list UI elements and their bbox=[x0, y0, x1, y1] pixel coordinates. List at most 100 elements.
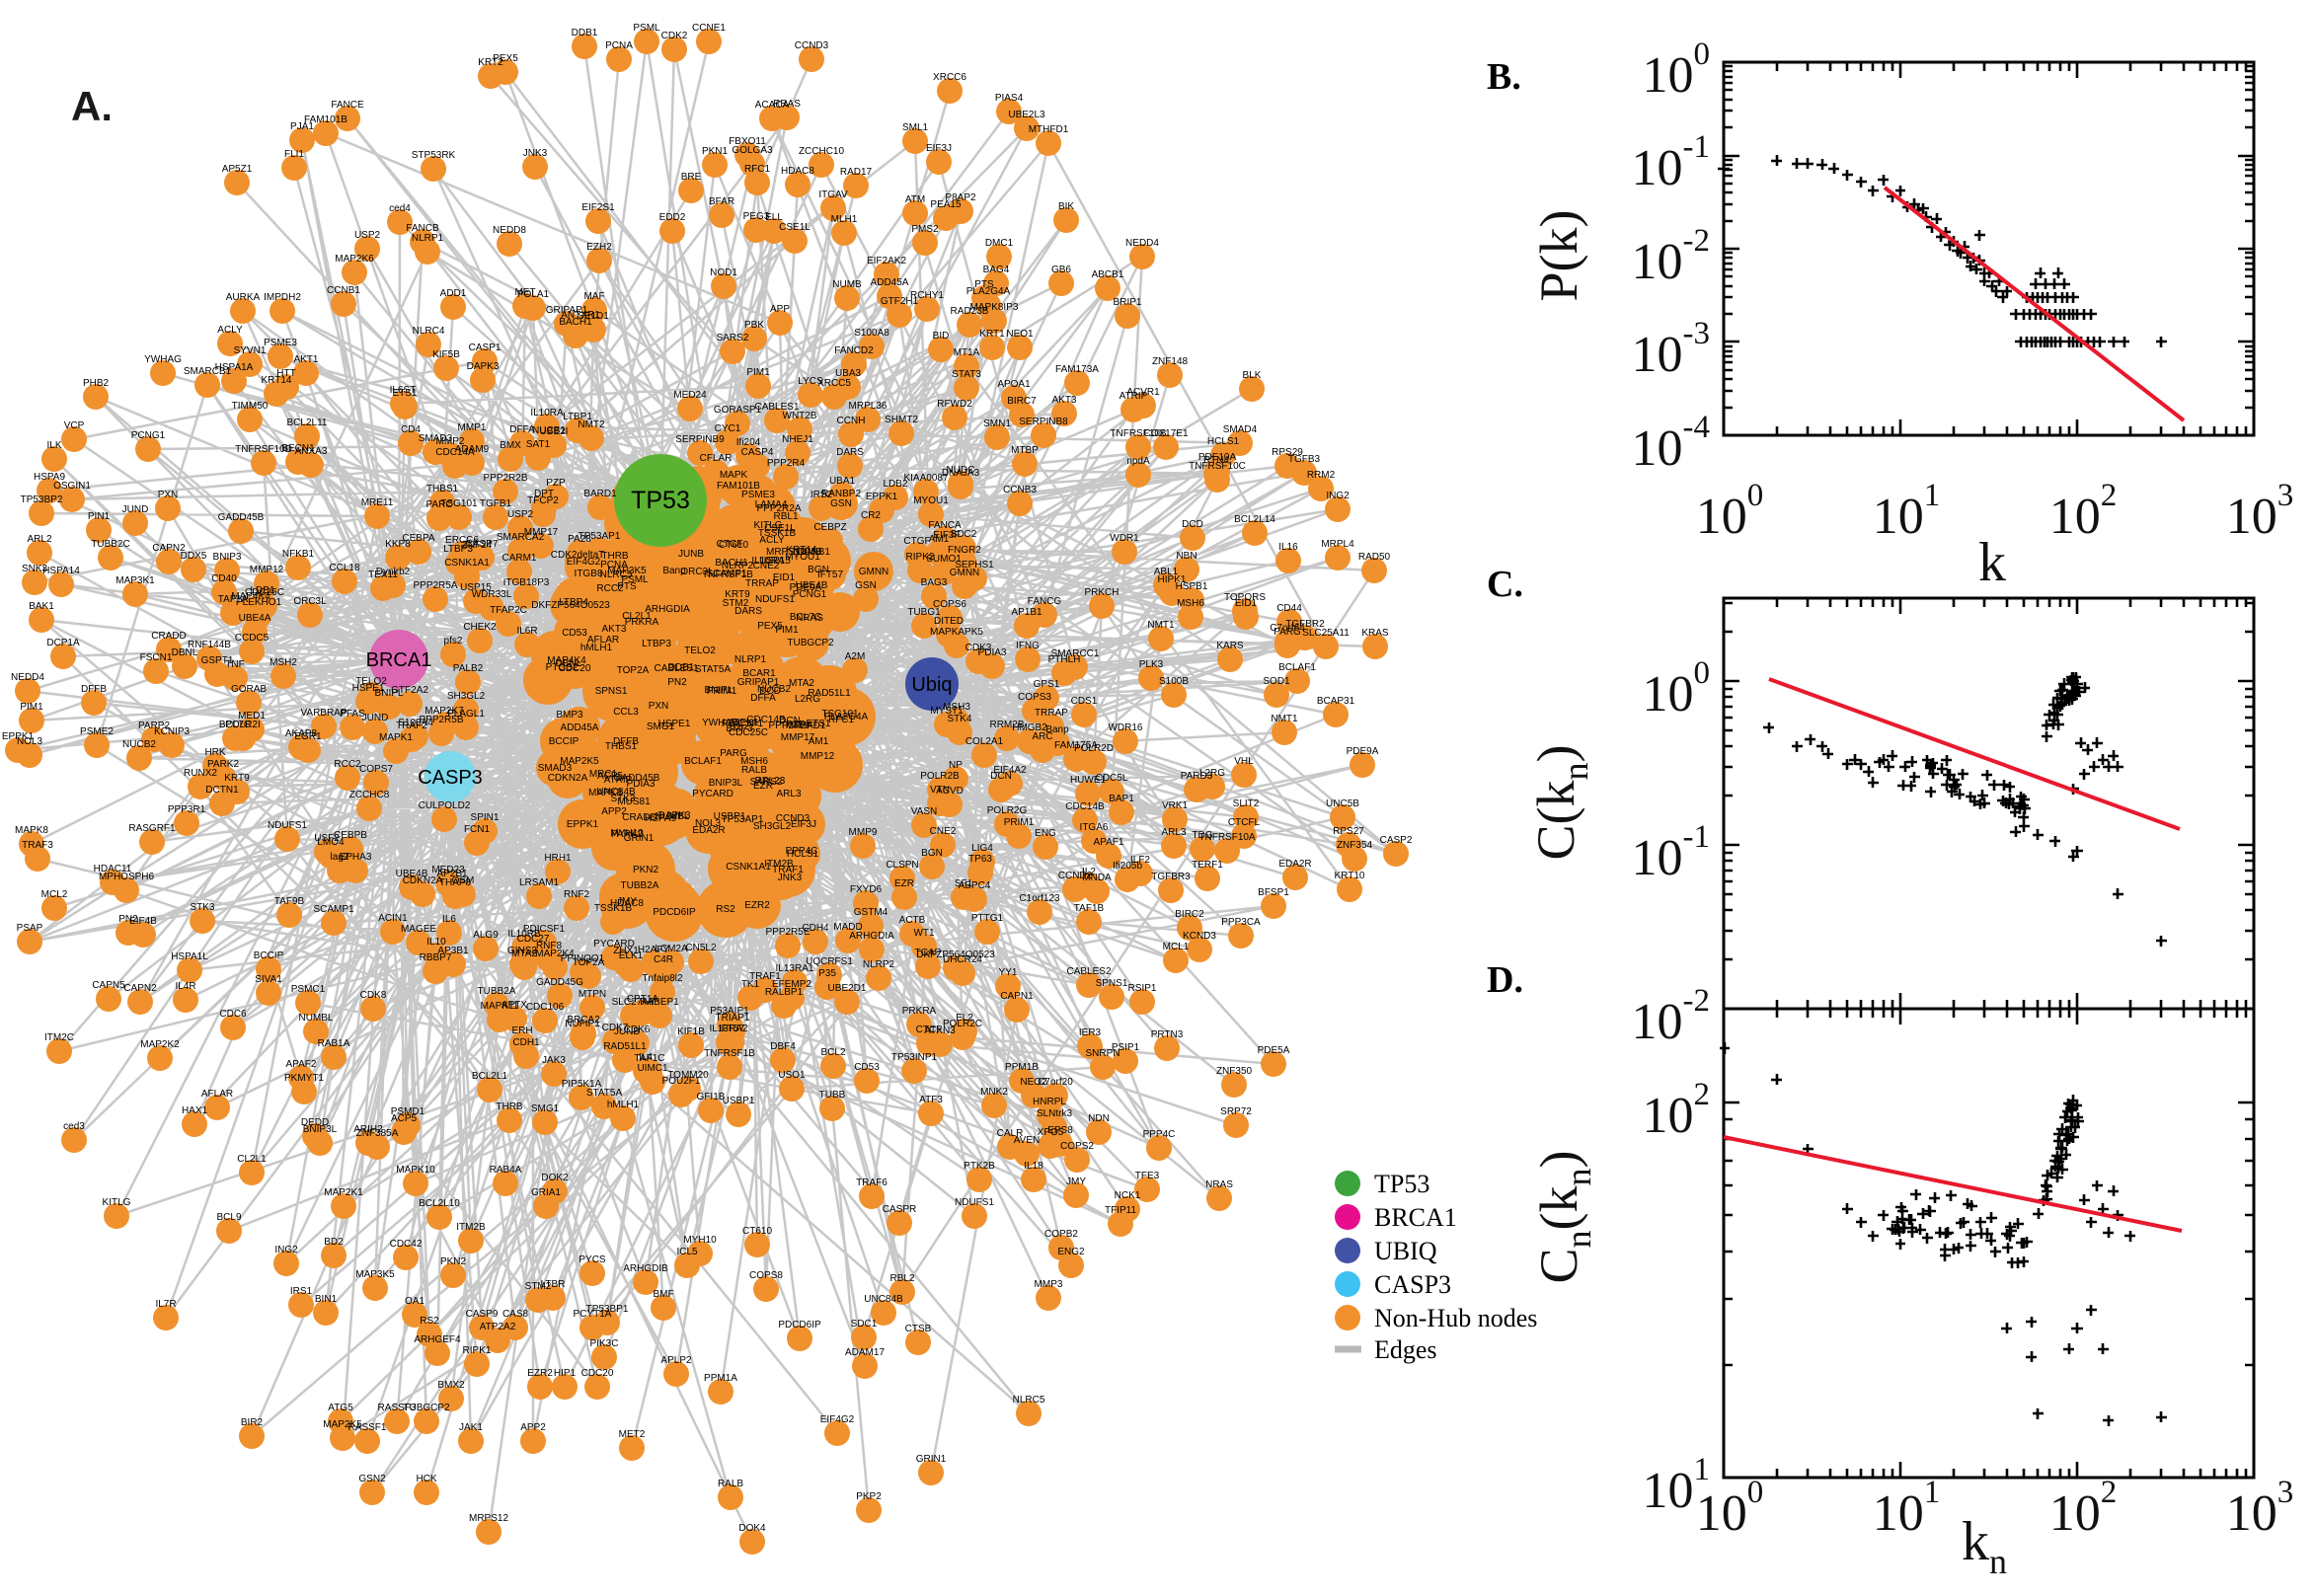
svg-text:XRCC5: XRCC5 bbox=[817, 378, 851, 389]
svg-text:PKMYT1: PKMYT1 bbox=[284, 1073, 324, 1084]
svg-text:SMG1: SMG1 bbox=[531, 1103, 560, 1114]
svg-text:BIN1: BIN1 bbox=[315, 1294, 338, 1305]
svg-text:PSME2: PSME2 bbox=[80, 726, 114, 737]
svg-text:TRRAP: TRRAP bbox=[745, 578, 779, 589]
svg-text:BNIPL: BNIPL bbox=[705, 685, 733, 696]
svg-text:CDC25C: CDC25C bbox=[245, 587, 284, 598]
svg-text:TFAP2C: TFAP2C bbox=[490, 605, 527, 616]
svg-text:SARS2: SARS2 bbox=[717, 333, 749, 343]
svg-text:PPP2R2A: PPP2R2A bbox=[768, 721, 812, 731]
svg-text:CSNK1A1: CSNK1A1 bbox=[444, 558, 490, 569]
svg-text:CASP4: CASP4 bbox=[741, 447, 774, 458]
svg-text:ACIN1: ACIN1 bbox=[378, 913, 408, 924]
svg-text:PPP3R1: PPP3R1 bbox=[168, 804, 206, 815]
svg-text:LYCS: LYCS bbox=[798, 376, 823, 387]
svg-text:COPS7: COPS7 bbox=[359, 764, 393, 775]
svg-text:HSPA9: HSPA9 bbox=[645, 813, 676, 824]
svg-text:GSTM4: GSTM4 bbox=[854, 907, 888, 918]
svg-text:PDE5A: PDE5A bbox=[1258, 1045, 1290, 1056]
svg-text:BRCA1: BRCA1 bbox=[1374, 1203, 1457, 1232]
svg-text:RAB1A: RAB1A bbox=[318, 1038, 350, 1049]
svg-text:PARK2: PARK2 bbox=[207, 759, 239, 770]
svg-text:IL7R: IL7R bbox=[155, 1299, 176, 1310]
svg-text:PLK3: PLK3 bbox=[1139, 659, 1164, 670]
svg-text:WDR33L: WDR33L bbox=[472, 589, 512, 600]
svg-text:PSME3: PSME3 bbox=[264, 338, 297, 348]
svg-text:CRADD: CRADD bbox=[622, 812, 657, 823]
svg-text:ICL5: ICL5 bbox=[676, 1247, 698, 1257]
svg-text:CASP1: CASP1 bbox=[469, 342, 502, 353]
svg-text:MAP2K6: MAP2K6 bbox=[335, 254, 374, 265]
svg-text:EZR: EZR bbox=[753, 781, 773, 792]
svg-text:ACP5: ACP5 bbox=[391, 1113, 418, 1124]
svg-text:MMP12: MMP12 bbox=[801, 751, 835, 762]
svg-text:10-1: 10-1 bbox=[1632, 129, 1711, 196]
svg-text:PDE10A: PDE10A bbox=[1198, 452, 1237, 463]
svg-text:SPNS1: SPNS1 bbox=[595, 686, 628, 697]
svg-text:TGFB3: TGFB3 bbox=[1288, 454, 1321, 465]
svg-text:NHEJ1: NHEJ1 bbox=[782, 434, 813, 445]
svg-text:TNFRSF10B: TNFRSF10B bbox=[1110, 428, 1167, 439]
svg-text:NP: NP bbox=[949, 760, 963, 771]
svg-text:CDK3: CDK3 bbox=[965, 643, 992, 653]
svg-text:UBE2D1: UBE2D1 bbox=[828, 983, 867, 994]
svg-text:MAP3K5: MAP3K5 bbox=[607, 566, 647, 576]
svg-text:SLC25A11: SLC25A11 bbox=[1302, 628, 1350, 639]
svg-text:COPB2: COPB2 bbox=[1044, 1229, 1078, 1240]
svg-text:ZNF148: ZNF148 bbox=[1152, 356, 1189, 367]
svg-text:PKN2: PKN2 bbox=[440, 1256, 467, 1267]
svg-text:GMNN: GMNN bbox=[859, 567, 889, 577]
svg-text:PFAS: PFAS bbox=[340, 709, 365, 720]
svg-text:C.: C. bbox=[1487, 564, 1523, 605]
svg-text:AP5Z1: AP5Z1 bbox=[222, 164, 253, 175]
svg-text:GSPT1: GSPT1 bbox=[201, 655, 234, 666]
svg-text:USO1: USO1 bbox=[778, 1070, 806, 1081]
svg-text:COPS6: COPS6 bbox=[933, 599, 966, 610]
svg-text:ITGA6: ITGA6 bbox=[1080, 822, 1109, 833]
svg-text:ORC3L: ORC3L bbox=[293, 596, 327, 607]
svg-text:PDE9A: PDE9A bbox=[1347, 746, 1379, 757]
svg-text:HSPA1L: HSPA1L bbox=[171, 951, 208, 962]
svg-text:ERCC6: ERCC6 bbox=[445, 535, 479, 546]
svg-text:LTBP3: LTBP3 bbox=[443, 544, 473, 555]
svg-text:DDB1: DDB1 bbox=[668, 662, 695, 673]
svg-text:AFLAR: AFLAR bbox=[587, 635, 619, 646]
svg-text:DMC1: DMC1 bbox=[985, 238, 1014, 249]
svg-text:TAF1B: TAF1B bbox=[1074, 903, 1105, 914]
svg-text:CCL3: CCL3 bbox=[613, 707, 639, 718]
svg-text:BARD1: BARD1 bbox=[583, 489, 617, 499]
svg-text:IRS1: IRS1 bbox=[290, 1286, 313, 1297]
svg-text:CDC6: CDC6 bbox=[219, 1009, 247, 1020]
svg-text:YWHAG: YWHAG bbox=[702, 718, 739, 728]
svg-text:DFFA: DFFA bbox=[509, 424, 535, 435]
svg-text:BAK1: BAK1 bbox=[29, 601, 54, 612]
svg-text:BCL7C: BCL7C bbox=[219, 720, 251, 730]
svg-text:NUMBL: NUMBL bbox=[298, 1013, 333, 1024]
svg-text:ITGB18P3: ITGB18P3 bbox=[503, 577, 550, 588]
svg-text:EID1: EID1 bbox=[1235, 598, 1258, 609]
svg-text:NUCB1: NUCB1 bbox=[532, 425, 566, 436]
svg-text:SMAD4: SMAD4 bbox=[1223, 424, 1258, 435]
svg-text:BIK: BIK bbox=[1058, 201, 1074, 212]
svg-text:TDG: TDG bbox=[1192, 830, 1212, 841]
svg-text:HUWE1: HUWE1 bbox=[1070, 775, 1107, 786]
svg-text:IL2: IL2 bbox=[1082, 867, 1096, 877]
svg-text:ZNF24: ZNF24 bbox=[462, 540, 493, 551]
svg-text:NOL3: NOL3 bbox=[17, 736, 43, 747]
svg-text:ARHGDIA: ARHGDIA bbox=[645, 604, 690, 615]
svg-text:KIF5B: KIF5B bbox=[432, 349, 460, 360]
svg-text:ETS1: ETS1 bbox=[806, 719, 830, 729]
svg-text:CAPN2: CAPN2 bbox=[123, 983, 157, 994]
svg-text:NLRP1: NLRP1 bbox=[734, 654, 767, 665]
svg-text:MTHFD1: MTHFD1 bbox=[786, 721, 826, 731]
svg-text:GRIN1: GRIN1 bbox=[916, 1454, 947, 1465]
svg-text:POLR2D: POLR2D bbox=[1074, 743, 1114, 754]
svg-text:BCAR1: BCAR1 bbox=[742, 668, 776, 679]
svg-text:BRCA2: BRCA2 bbox=[567, 1015, 600, 1026]
svg-text:CDC14B: CDC14B bbox=[746, 715, 786, 725]
svg-text:PSME3: PSME3 bbox=[741, 490, 775, 500]
svg-text:IER3: IER3 bbox=[1079, 1027, 1102, 1038]
svg-text:ANXA3: ANXA3 bbox=[295, 446, 328, 457]
svg-text:DHCR24: DHCR24 bbox=[943, 954, 982, 965]
svg-text:KKP8: KKP8 bbox=[385, 539, 411, 550]
